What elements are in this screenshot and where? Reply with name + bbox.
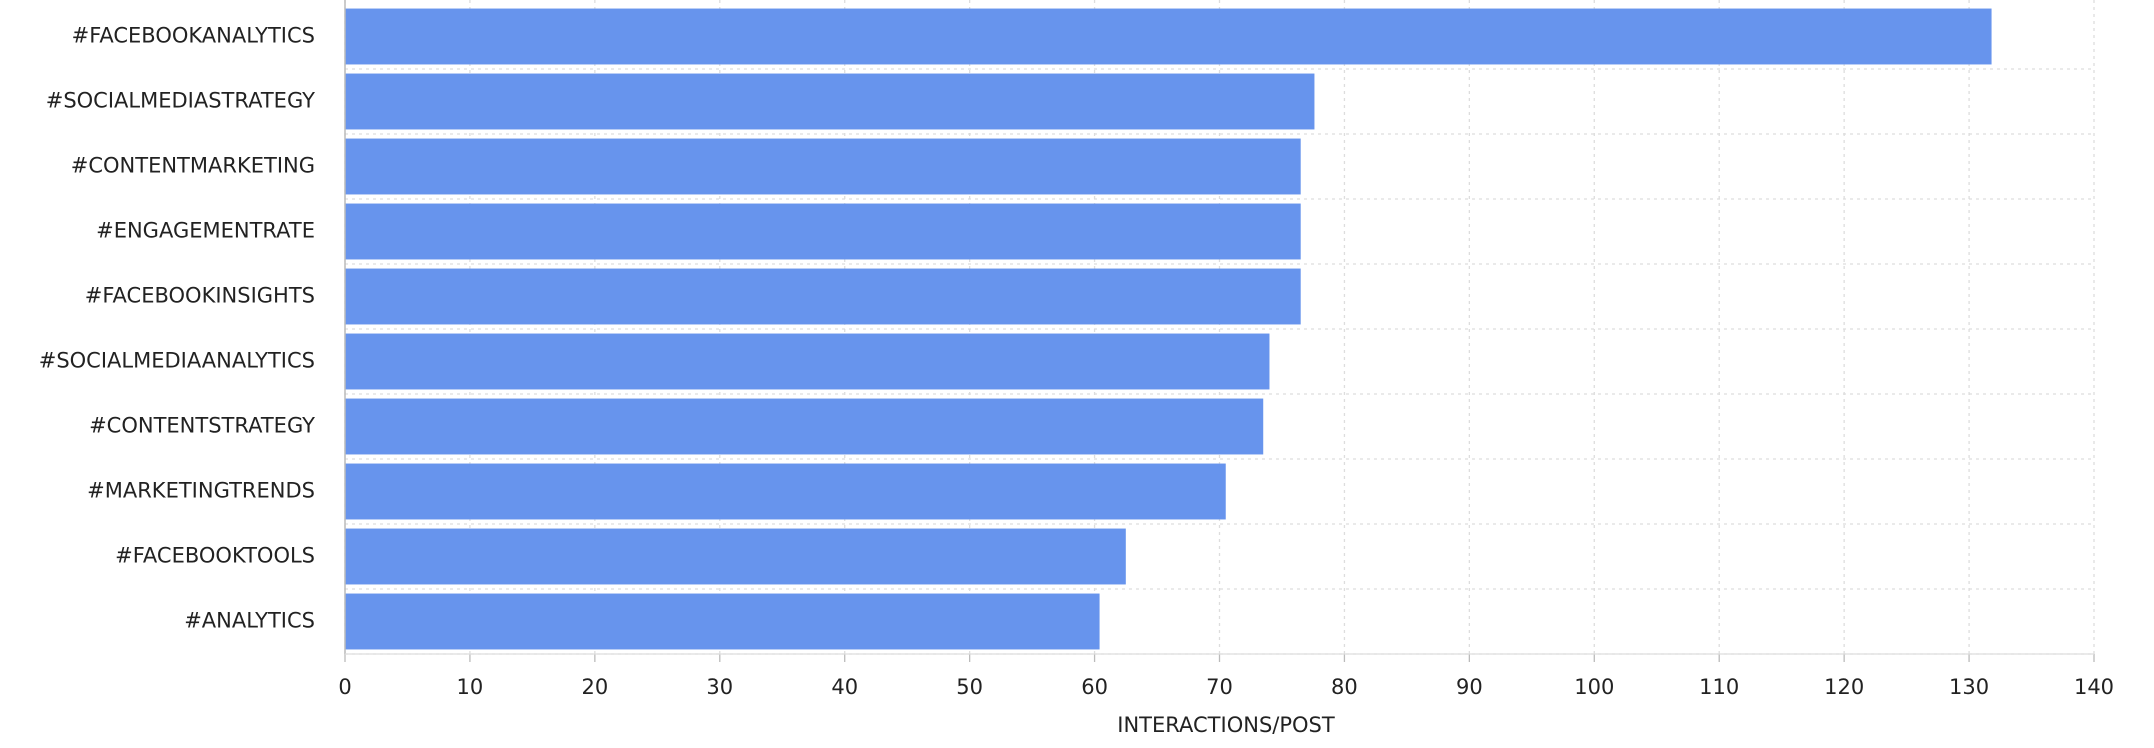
bar	[345, 8, 1992, 65]
x-tick-label: 130	[1949, 675, 1989, 699]
x-tick-label: 70	[1206, 675, 1233, 699]
x-tick-label: 10	[457, 675, 484, 699]
bar	[345, 333, 1270, 390]
y-tick-label: #MARKETINGTRENDS	[87, 479, 315, 503]
bar	[345, 398, 1264, 455]
x-tick-label: 60	[1081, 675, 1108, 699]
x-tick-label: 50	[956, 675, 983, 699]
x-tick-label: 140	[2074, 675, 2114, 699]
bar	[345, 593, 1100, 650]
bar	[345, 138, 1301, 195]
x-tick-label: 120	[1824, 675, 1864, 699]
y-tick-label: #SOCIALMEDIASTRATEGY	[46, 89, 315, 113]
x-tick-label: 90	[1456, 675, 1483, 699]
bar	[345, 203, 1301, 260]
y-tick-label: #SOCIALMEDIAANALYTICS	[39, 349, 315, 373]
x-tick-label: 20	[581, 675, 608, 699]
x-axis-label: INTERACTIONS/POST	[1117, 713, 1335, 737]
y-tick-label: #ANALYTICS	[184, 609, 315, 633]
x-tick-label: 40	[831, 675, 858, 699]
x-tick-label: 80	[1331, 675, 1358, 699]
y-tick-label: #FACEBOOKTOOLS	[115, 544, 315, 568]
bar	[345, 463, 1226, 520]
x-tick-label: 30	[706, 675, 733, 699]
bar	[345, 73, 1315, 130]
bar	[345, 268, 1301, 325]
y-tick-label: #FACEBOOKANALYTICS	[72, 24, 315, 48]
y-tick-label: #FACEBOOKINSIGHTS	[85, 284, 315, 308]
y-tick-label: #ENGAGEMENTRATE	[96, 219, 315, 243]
x-tick-label: 110	[1699, 675, 1739, 699]
x-tick-label: 0	[338, 675, 351, 699]
y-tick-label: #CONTENTMARKETING	[71, 154, 315, 178]
x-tick-label: 100	[1574, 675, 1614, 699]
bar	[345, 528, 1126, 585]
y-tick-label: #CONTENTSTRATEGY	[89, 414, 315, 438]
